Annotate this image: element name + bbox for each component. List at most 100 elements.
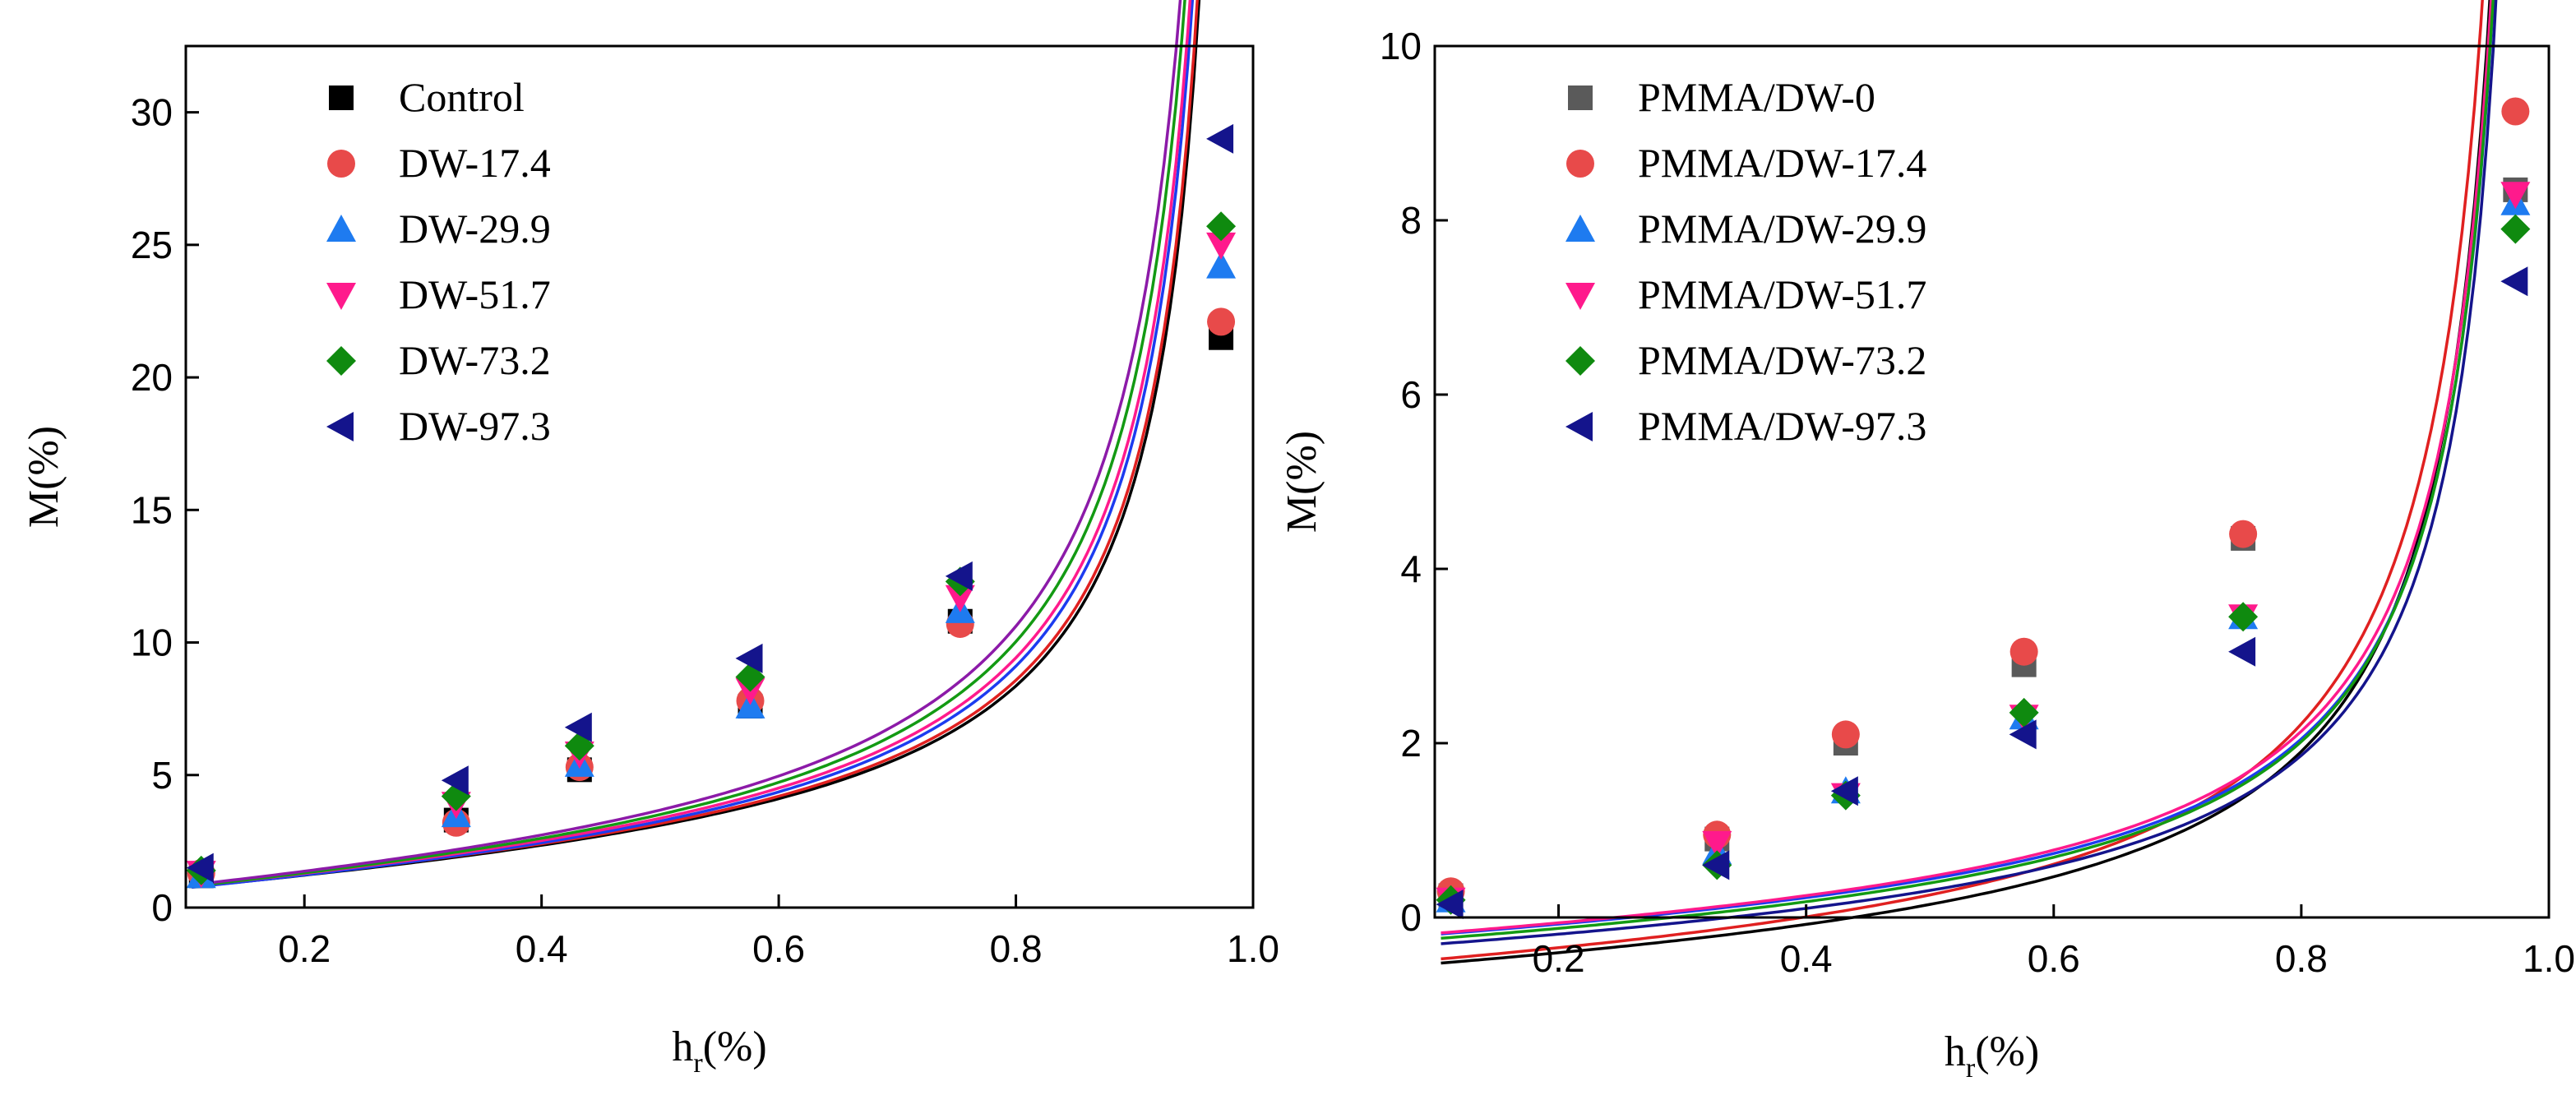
data-point <box>441 765 469 796</box>
data-points <box>1436 97 2531 920</box>
y-tick-label: 10 <box>1380 25 1422 67</box>
legend-label: PMMA/DW-29.9 <box>1638 206 1926 252</box>
x-tick-label: 1.0 <box>1227 927 1279 970</box>
legend-item: PMMA/DW-29.9 <box>1565 206 1926 252</box>
data-point <box>1702 830 1732 858</box>
data-point <box>2229 520 2258 548</box>
y-tick-label: 10 <box>131 622 173 664</box>
legend-label: PMMA/DW-97.3 <box>1638 403 1926 449</box>
legend-label: DW-73.2 <box>399 337 551 383</box>
legend-marker <box>1565 215 1595 242</box>
data-point <box>2500 214 2531 244</box>
legend-marker <box>326 346 356 376</box>
x-tick-label: 0.4 <box>1780 937 1833 980</box>
legend-label: PMMA/DW-73.2 <box>1638 337 1926 383</box>
legend-label: DW-97.3 <box>399 403 551 449</box>
legend-label: PMMA/DW-51.7 <box>1638 271 1926 317</box>
y-axis-title: M(%) <box>21 426 67 528</box>
x-axis-title: hr(%) <box>672 1024 766 1079</box>
legend-marker <box>326 283 356 310</box>
fit-curve-4 <box>1441 0 2493 935</box>
y-tick-label: 15 <box>131 488 173 531</box>
plot-frame <box>1433 44 2551 919</box>
legend-item: DW-29.9 <box>326 206 551 252</box>
y-tick-label: 0 <box>1400 896 1422 939</box>
fit-curve-6 <box>1441 0 2498 945</box>
data-point <box>2009 719 2037 750</box>
data-point <box>2228 602 2259 632</box>
x-tick-label: 1.0 <box>2523 937 2575 980</box>
legend-item: DW-51.7 <box>326 271 551 317</box>
x-tick-label: 0.6 <box>752 927 805 970</box>
data-point <box>1436 890 1464 920</box>
legend-label: PMMA/DW-0 <box>1638 74 1875 120</box>
data-point <box>1207 307 1236 336</box>
x-tick-label: 0.8 <box>990 927 1043 970</box>
data-point <box>186 853 214 883</box>
legend-marker <box>1565 346 1595 376</box>
legend: PMMA/DW-0 PMMA/DW-17.4 PMMA/DW-29.9 PMMA/DW… <box>1565 74 1926 449</box>
y-axis: 0 2 4 6 8 10 <box>1380 25 1448 939</box>
legend-marker <box>327 150 355 178</box>
legend-item: PMMA/DW-17.4 <box>1566 140 1926 186</box>
x-tick-label: 0.6 <box>2028 937 2080 980</box>
legend-item: PMMA/DW-73.2 <box>1565 337 1926 383</box>
fit-curve-2 <box>1441 0 2484 961</box>
data-point <box>2009 637 2038 666</box>
x-axis: 0.2 0.4 0.6 0.8 1.0 <box>278 894 1279 970</box>
legend-item: DW-97.3 <box>326 403 551 449</box>
legend-label: PMMA/DW-17.4 <box>1638 140 1926 186</box>
legend-label: DW-17.4 <box>399 140 551 186</box>
legend-label: Control <box>399 74 525 120</box>
legend-marker <box>1565 412 1593 441</box>
legend-item: PMMA/DW-0 <box>1568 74 1875 120</box>
fit-curve-5 <box>192 0 1186 888</box>
data-points <box>186 123 1237 889</box>
y-tick-label: 4 <box>1400 548 1422 590</box>
x-tick-label: 0.2 <box>278 927 331 970</box>
fit-curve-3 <box>192 0 1195 890</box>
data-point <box>945 585 975 612</box>
x-tick-label: 0.4 <box>516 927 568 970</box>
data-point <box>735 643 763 673</box>
fit-curve-6 <box>192 0 1182 887</box>
data-point <box>2500 182 2531 210</box>
y-tick-label: 20 <box>131 356 173 399</box>
data-point <box>2009 697 2039 728</box>
legend-marker <box>1566 150 1594 178</box>
fit-curve-1 <box>192 0 1201 889</box>
fit-curves <box>1441 0 2498 965</box>
legend-marker <box>1565 283 1595 310</box>
legend-label: DW-51.7 <box>399 271 551 317</box>
fit-curve-5 <box>1441 0 2495 940</box>
data-point <box>1206 232 1237 260</box>
y-tick-label: 25 <box>131 224 173 266</box>
plot-frame <box>184 44 1255 909</box>
data-point <box>564 712 592 742</box>
x-axis: 0.2 0.4 0.6 0.8 1.0 <box>1533 904 2575 980</box>
data-point <box>1206 251 1237 279</box>
chart-left: 0.2 0.4 0.6 0.8 1.0 0 5 10 15 20 25 30 M(%) hr(%) Cont… <box>21 0 1279 1079</box>
legend-label: DW-29.9 <box>399 206 551 252</box>
legend-marker <box>326 215 356 242</box>
y-axis: 0 5 10 15 20 25 30 <box>131 91 199 929</box>
data-point <box>1206 211 1237 242</box>
fit-curve-1 <box>1441 0 2491 965</box>
fit-curve-4 <box>192 0 1192 888</box>
x-tick-label: 0.8 <box>2275 937 2328 980</box>
fit-curve-2 <box>192 0 1199 888</box>
legend-marker <box>1568 85 1593 110</box>
data-point <box>1206 123 1234 154</box>
data-point <box>2501 97 2530 126</box>
legend-marker <box>329 85 354 110</box>
chart-right: 0.2 0.4 0.6 0.8 1.0 0 2 4 6 8 10 M(%) hr(%) PMMA/DW-0… <box>1279 0 2575 1084</box>
data-point <box>945 561 973 591</box>
y-tick-label: 5 <box>151 754 173 797</box>
legend-marker <box>326 412 354 441</box>
x-tick-label: 0.2 <box>1533 937 1585 980</box>
legend-item: PMMA/DW-97.3 <box>1565 403 1926 449</box>
y-tick-label: 2 <box>1400 722 1422 765</box>
data-point <box>1702 850 1730 880</box>
legend-item: DW-73.2 <box>326 337 551 383</box>
